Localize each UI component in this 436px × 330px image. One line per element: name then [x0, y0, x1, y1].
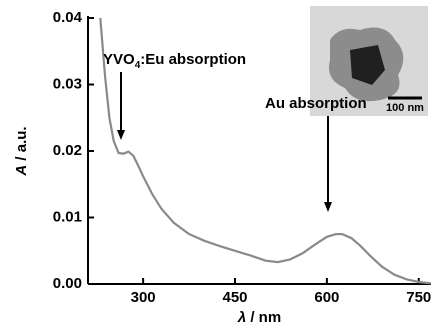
x-tick-label: 450 [222, 289, 247, 306]
x-axis-label-symbol: λ [237, 309, 246, 326]
y-tick-label: 0.04 [53, 9, 83, 26]
arrow-head [117, 130, 125, 140]
y-tick-label: 0.00 [53, 275, 82, 292]
y-axis-label: A / a.u. [13, 126, 30, 176]
y-axis-label-unit: / a.u. [13, 126, 30, 160]
scale-label: 100 nm [386, 102, 424, 114]
page: {"chart_data": {"type": "line", "x_label… [0, 0, 436, 330]
x-axis-label: λ / nm [237, 309, 281, 326]
chart: 100 nm 0.00 0.01 0.02 0.03 0.04 300 450 600 750 λ… [0, 0, 436, 330]
annotation-part: :Eu absorption [140, 51, 246, 68]
arrow-head [324, 202, 332, 212]
x-tick-label: 300 [131, 289, 156, 306]
y-tick-label: 0.03 [53, 75, 82, 92]
annotation-part: Au absorption [265, 95, 367, 112]
x-tick-label: 750 [406, 289, 431, 306]
annotation-part: YVO [103, 51, 135, 68]
y-tick-label: 0.02 [53, 142, 82, 159]
y-tick-label: 0.01 [53, 208, 82, 225]
annotation: Au absorption [265, 95, 367, 112]
x-tick-label: 600 [314, 289, 339, 306]
x-axis-label-unit: / nm [250, 309, 281, 326]
y-axis-label-symbol: A [13, 165, 30, 177]
annotation: YVO4:Eu absorption [103, 51, 246, 71]
